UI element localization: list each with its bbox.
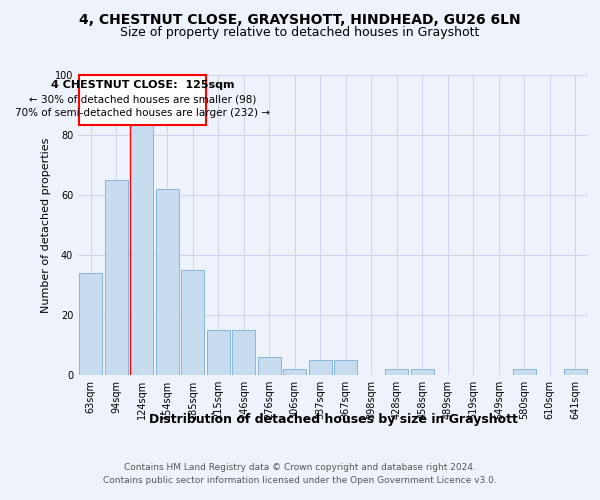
Text: 70% of semi-detached houses are larger (232) →: 70% of semi-detached houses are larger (…: [15, 108, 270, 118]
Y-axis label: Number of detached properties: Number of detached properties: [41, 138, 50, 312]
Text: 4 CHESTNUT CLOSE:  125sqm: 4 CHESTNUT CLOSE: 125sqm: [50, 80, 234, 90]
Bar: [283, 369, 307, 375]
Bar: [563, 369, 587, 375]
Text: 4, CHESTNUT CLOSE, GRAYSHOTT, HINDHEAD, GU26 6LN: 4, CHESTNUT CLOSE, GRAYSHOTT, HINDHEAD, …: [79, 12, 521, 26]
Text: ← 30% of detached houses are smaller (98): ← 30% of detached houses are smaller (98…: [29, 94, 256, 104]
Bar: [257, 357, 281, 375]
Bar: [334, 360, 358, 375]
Text: Contains HM Land Registry data © Crown copyright and database right 2024.: Contains HM Land Registry data © Crown c…: [124, 462, 476, 471]
Bar: [308, 360, 332, 375]
Text: Distribution of detached houses by size in Grayshott: Distribution of detached houses by size …: [149, 412, 517, 426]
Bar: [410, 369, 434, 375]
Bar: [232, 330, 256, 375]
Bar: [130, 120, 154, 375]
Bar: [206, 330, 230, 375]
Bar: [155, 189, 179, 375]
Bar: [385, 369, 409, 375]
Bar: [512, 369, 536, 375]
Bar: [79, 273, 103, 375]
Bar: [181, 270, 205, 375]
Bar: [104, 180, 128, 375]
Text: Size of property relative to detached houses in Grayshott: Size of property relative to detached ho…: [121, 26, 479, 39]
Bar: [79, 75, 206, 124]
Text: Contains public sector information licensed under the Open Government Licence v3: Contains public sector information licen…: [103, 476, 497, 485]
